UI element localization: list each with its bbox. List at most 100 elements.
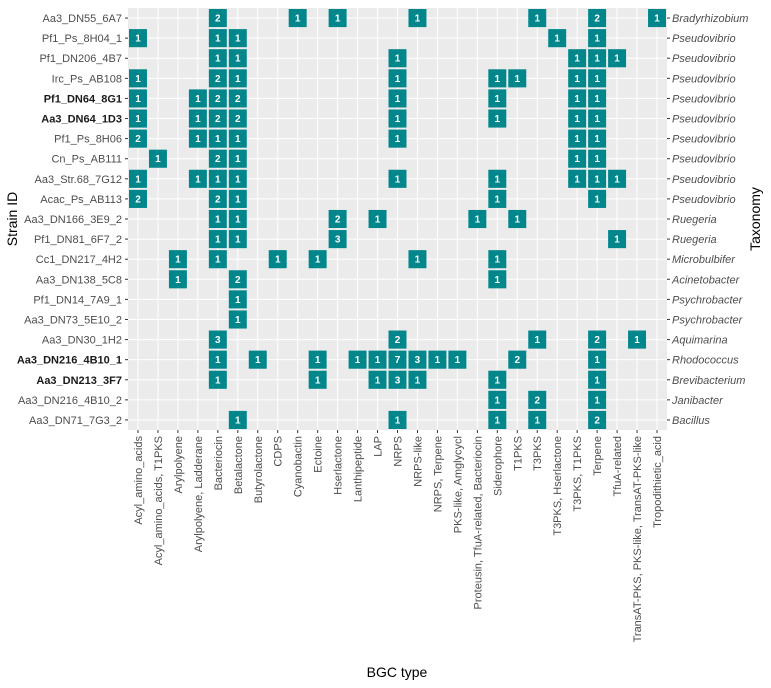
cell-pf1-ps-8h06-acyl-amino-acids: 2 [129, 129, 147, 148]
cell-rect [488, 89, 507, 108]
cell-rect [228, 290, 247, 309]
strain-label: Pf1_DN64_8G1 [44, 93, 122, 105]
cell-acac-ps-ab113-acyl-amino-acids: 2 [129, 189, 147, 208]
cell-rect [388, 169, 407, 188]
cell-value: 1 [375, 375, 381, 386]
cell-value: 1 [395, 114, 401, 125]
cell-irc-ps-ab108-t3pks-t1pks: 1 [568, 69, 587, 88]
bgc-label: Butyrolactone [253, 436, 265, 503]
cell-rect [129, 169, 147, 188]
cell-cc1-dn217-4h2-nrps-like: 1 [408, 250, 427, 269]
strain-label: Aa3_DN216_4B10_2 [18, 395, 122, 407]
cell-value: 1 [574, 94, 580, 105]
cell-rect [528, 390, 547, 409]
cell-rect [308, 370, 327, 389]
cell-rect [568, 69, 587, 88]
cell-aa3-dn216-4b10-1-nrps-like: 3 [408, 350, 427, 369]
cell-rect [228, 49, 247, 68]
cell-value: 1 [355, 355, 361, 366]
strain-label: Pf1_DN81_6F7_2 [34, 234, 122, 246]
cell-pf1-ps-8h06-betalactone: 1 [228, 129, 247, 148]
cell-rect [228, 149, 247, 168]
cell-aa3-dn216-4b10-2-t3pks: 2 [528, 390, 547, 409]
taxon-label: Pseudovibrio [672, 194, 736, 206]
taxonomy-labels: Bradyrhizobium Pseudovibrio Pseudovibrio Ps… [667, 13, 748, 427]
cell-rect [368, 209, 387, 229]
cell-value: 1 [594, 395, 600, 406]
cell-rect [588, 129, 607, 148]
cell-aa3-dn216-4b10-2-siderophore: 1 [488, 390, 507, 409]
cell-aa3-dn216-4b10-1-lap: 1 [368, 350, 387, 369]
bgc-label: Hserlactone [333, 436, 345, 495]
cell-value: 1 [395, 134, 401, 145]
cell-rect [208, 49, 227, 68]
cell-rect [568, 89, 587, 108]
cell-value: 2 [235, 275, 241, 286]
cell-rect [208, 350, 227, 369]
bgc-label: Proteusin, TfuA-related, Bacteriocin [472, 436, 484, 609]
cell-value: 2 [135, 194, 141, 205]
cell-aa3-dn166-3e9-2-hserlactone: 2 [328, 209, 347, 229]
cell-rect [268, 250, 287, 269]
cell-aa3-dn55-6a7-cyanobactin: 1 [288, 9, 307, 28]
cell-rect [488, 189, 507, 208]
cell-value: 1 [295, 14, 301, 25]
bgc-label: TfuA-related [612, 436, 624, 497]
cell-pf1-dn64-8g1-nrps: 1 [388, 89, 407, 108]
cell-cc1-dn217-4h2-bacteriocin: 1 [208, 250, 227, 269]
cell-value: 1 [634, 335, 640, 346]
taxon-label: Brevibacterium [672, 375, 745, 387]
cell-value: 1 [514, 74, 520, 85]
cell-value: 1 [654, 14, 660, 25]
cell-value: 1 [495, 395, 501, 406]
cell-rect [568, 109, 587, 128]
cell-pf1-dn206-4b7-nrps: 1 [388, 49, 407, 68]
cell-pf1-dn64-8g1-bacteriocin: 2 [208, 89, 227, 108]
cell-value: 1 [574, 154, 580, 165]
cell-value: 1 [594, 355, 600, 366]
cell-rect [208, 189, 227, 208]
cell-rect [428, 350, 447, 369]
cell-rect [248, 350, 267, 369]
cell-aa3-str-68-7g12-acyl-amino-acids: 1 [129, 169, 147, 188]
cell-value: 1 [495, 114, 501, 125]
cell-rect [408, 250, 427, 269]
bgc-label: NRPS-like [412, 436, 424, 487]
cell-value: 1 [395, 94, 401, 105]
cell-cc1-dn217-4h2-arylpolyene: 1 [168, 250, 187, 269]
bgc-label: T3PKS [532, 436, 544, 471]
cell-pf1-dn81-6f7-2-bacteriocin: 1 [208, 230, 227, 249]
cell-rect [228, 209, 247, 229]
cell-value: 1 [495, 255, 501, 266]
cell-rect [488, 69, 507, 88]
cell-rect [228, 69, 247, 88]
cell-aa3-dn71-7g3-2-terpene: 2 [588, 410, 607, 429]
cell-value: 1 [215, 235, 221, 246]
cell-rect [129, 129, 147, 148]
cell-aa3-dn30-1h2-bacteriocin: 3 [208, 330, 227, 349]
cell-rect [188, 89, 207, 108]
taxon-label: Pseudovibrio [672, 114, 736, 126]
cell-value: 1 [315, 375, 321, 386]
cell-value: 2 [215, 154, 221, 165]
cell-aa3-str-68-7g12-betalactone: 1 [228, 169, 247, 188]
bgc-label: Terpene [592, 436, 604, 476]
cell-rect [368, 350, 387, 369]
cell-value: 1 [534, 415, 540, 426]
cell-aa3-dn213-3f7-nrps-like: 1 [408, 370, 427, 389]
cell-rect [588, 169, 607, 188]
strain-label: Pf1_DN14_7A9_1 [33, 294, 122, 306]
cell-pf1-dn81-6f7-2-hserlactone: 3 [328, 230, 347, 249]
cell-value: 1 [495, 415, 501, 426]
cell-rect [208, 250, 227, 269]
cell-aa3-dn216-4b10-1-nrps: 7 [388, 350, 407, 369]
cell-rect [588, 109, 607, 128]
cell-value: 1 [215, 34, 221, 45]
taxon-label: Psychrobacter [672, 314, 744, 326]
cell-aa3-dn30-1h2-terpene: 2 [588, 330, 607, 349]
cell-rect [308, 350, 327, 369]
cell-cc1-dn217-4h2-ectoine: 1 [308, 250, 327, 269]
strain-label: Aa3_DN213_3F7 [36, 375, 122, 387]
cell-value: 3 [395, 375, 401, 386]
